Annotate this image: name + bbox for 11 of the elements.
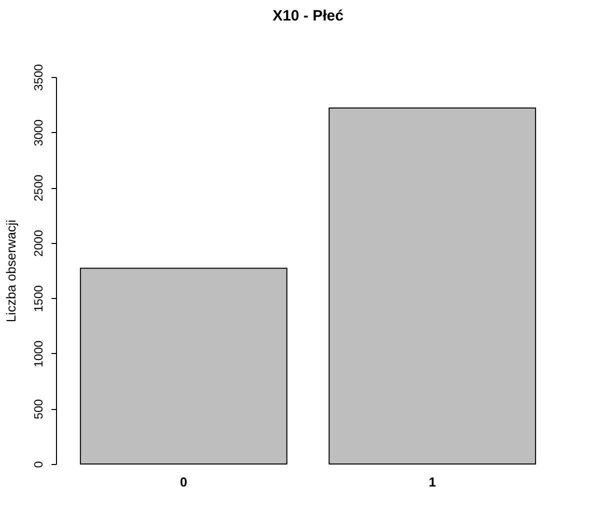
y-tick-label: 500 bbox=[32, 398, 46, 420]
y-tick-label: 0 bbox=[32, 460, 46, 468]
y-tick-label: 2500 bbox=[32, 174, 46, 202]
y-tick-label: 3500 bbox=[32, 64, 46, 91]
y-tick-label: 3000 bbox=[32, 119, 46, 146]
y-axis-title: Liczba obserwacji bbox=[4, 220, 18, 322]
x-tick-label: 1 bbox=[428, 474, 436, 490]
y-tick-label: 1000 bbox=[32, 340, 46, 368]
y-tick-label: 1500 bbox=[32, 284, 46, 312]
y-tick-label: 2000 bbox=[32, 230, 46, 257]
chart-title: X10 - Płeć bbox=[272, 8, 344, 25]
